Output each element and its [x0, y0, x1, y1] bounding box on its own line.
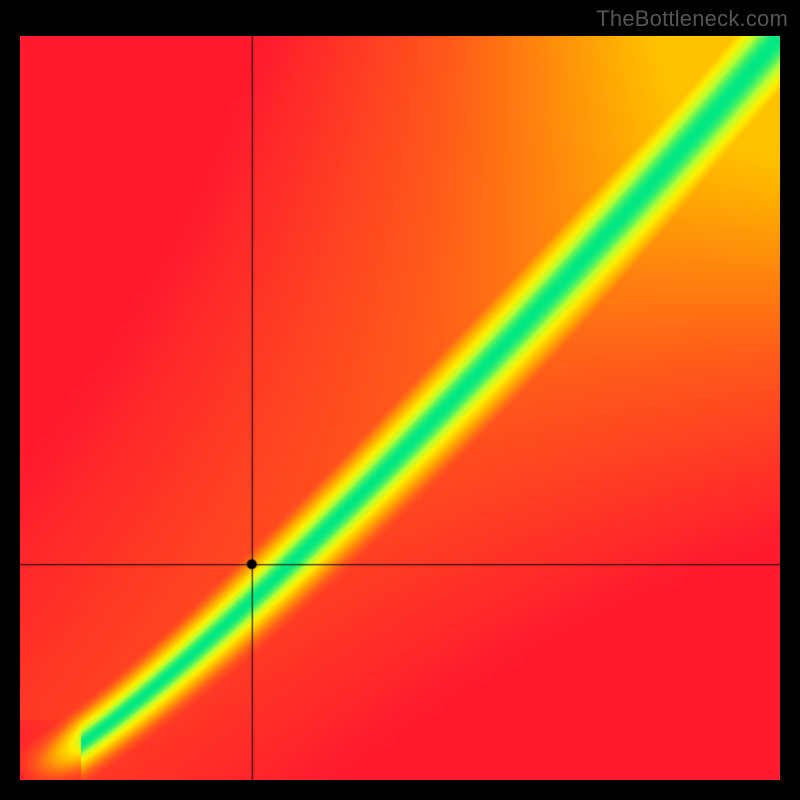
chart-container: TheBottleneck.com	[0, 0, 800, 800]
watermark-text: TheBottleneck.com	[596, 6, 788, 32]
plot-area	[20, 36, 780, 780]
heatmap-canvas	[20, 36, 780, 780]
